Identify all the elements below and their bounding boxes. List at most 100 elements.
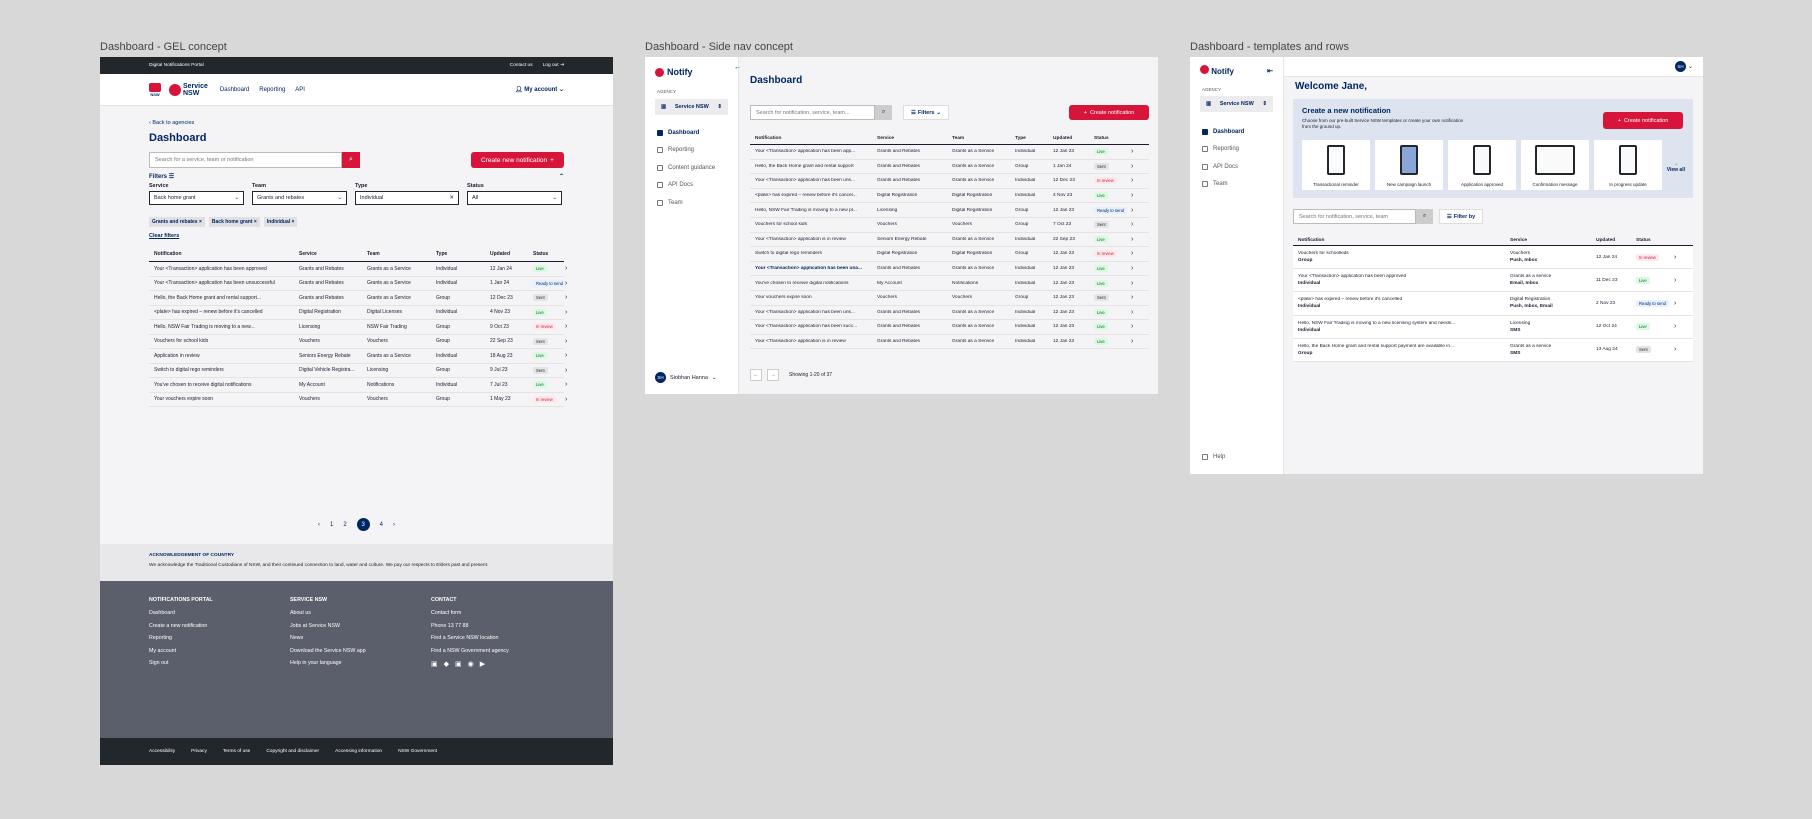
footer-link[interactable]: Jobs at Service NSW xyxy=(290,622,341,629)
chevron-right-icon[interactable]: › xyxy=(1674,346,1677,354)
col-status[interactable]: Status xyxy=(533,250,549,257)
nav-api[interactable]: API xyxy=(295,86,305,93)
collapse-sidebar-icon[interactable]: ← xyxy=(734,64,741,71)
team-filter-select[interactable]: Grants and rebates ⌄ xyxy=(252,191,347,205)
footer-link[interactable]: Help in your language xyxy=(290,660,342,666)
chevron-right-icon[interactable]: › xyxy=(1131,206,1134,214)
search-button[interactable]: ⌕ xyxy=(875,105,892,120)
table-row[interactable]: <plate> has expired – renew before it's … xyxy=(750,189,1149,204)
col-notification[interactable]: Notification xyxy=(1298,237,1325,243)
chevron-right-icon[interactable]: › xyxy=(1131,250,1134,258)
legal-link[interactable]: Copyright and disclaimer xyxy=(266,749,320,754)
back-link[interactable]: ‹ Back to agencies xyxy=(149,120,195,126)
footer-link[interactable]: Contact form xyxy=(431,610,462,616)
chevron-right-icon[interactable]: › xyxy=(1131,162,1134,170)
chevron-right-icon[interactable]: › xyxy=(565,395,568,403)
footer-link[interactable]: About us xyxy=(290,610,311,616)
table-row[interactable]: Your <Transaction> application has been … xyxy=(750,262,1149,277)
footer-link[interactable]: News xyxy=(290,635,304,641)
table-row[interactable]: Your <Transaction> application has been … xyxy=(1293,269,1693,293)
footer-link[interactable]: Sign out xyxy=(149,660,169,666)
nav-reporting[interactable]: Reporting xyxy=(259,86,286,93)
legal-link[interactable]: NSW Government xyxy=(398,749,437,754)
search-input[interactable]: Search for notification, service, team..… xyxy=(750,105,875,120)
next-page-icon[interactable]: → xyxy=(767,369,779,381)
page-3-current[interactable]: 3 xyxy=(356,518,370,531)
twitter-icon[interactable]: ◆ xyxy=(443,661,450,668)
table-row[interactable]: Hello, NSW Fair Trading is moving to a n… xyxy=(149,320,567,335)
clear-filters-link[interactable]: Clear filters xyxy=(149,233,180,239)
col-status[interactable]: Status xyxy=(1094,135,1109,141)
view-all-link[interactable]: → View all xyxy=(1666,161,1685,173)
col-type[interactable]: Type xyxy=(436,250,448,257)
filter-chip[interactable]: Grants and rebates × xyxy=(149,217,205,227)
table-row[interactable]: Your vouchers expire soon Vouchers Voucher… xyxy=(750,291,1149,306)
table-row[interactable]: You've chosen to receive digital notific… xyxy=(149,378,567,393)
agency-select[interactable]: ▥ Service NSW ⇕ xyxy=(1200,96,1273,112)
sidebar-item-reporting[interactable]: Reporting xyxy=(645,142,738,160)
page-1[interactable]: 1 xyxy=(329,521,334,528)
table-row[interactable]: <plate> has expired – renew before it's … xyxy=(1293,292,1693,316)
youtube-icon[interactable]: ▶ xyxy=(479,661,486,668)
footer-link[interactable]: Download the Service NSW app xyxy=(290,647,366,654)
status-filter-select[interactable]: All ⌄ xyxy=(467,191,562,205)
clear-icon[interactable]: ✕ xyxy=(449,195,454,201)
contact-link[interactable]: Contact us xyxy=(509,63,533,68)
page-4[interactable]: 4 xyxy=(379,521,384,528)
col-type[interactable]: Type xyxy=(1015,135,1026,141)
footer-link[interactable]: Find a NSW Government agency xyxy=(431,647,509,654)
col-status[interactable]: Status xyxy=(1636,237,1651,243)
table-row[interactable]: Your <Transaction> application has been … xyxy=(149,262,567,277)
legal-link[interactable]: Accessing information xyxy=(335,749,383,754)
chevron-right-icon[interactable]: › xyxy=(565,308,568,316)
template-card[interactable]: New campaign launch xyxy=(1375,140,1443,190)
chevron-right-icon[interactable]: › xyxy=(565,352,568,360)
chevron-right-icon[interactable]: › xyxy=(1131,279,1134,287)
chevron-right-icon[interactable]: › xyxy=(565,366,568,374)
col-updated[interactable]: Updated xyxy=(1596,237,1616,243)
footer-link[interactable]: Create a new notification xyxy=(149,622,208,629)
filter-by-button[interactable]: ☰ Filter by xyxy=(1439,209,1483,224)
chevron-right-icon[interactable]: › xyxy=(1131,192,1134,200)
table-row[interactable]: <plate> has expired – renew before it's … xyxy=(149,306,567,320)
search-button[interactable]: ⌕ xyxy=(1416,209,1433,224)
sidebar-item-team[interactable]: Team xyxy=(645,194,738,212)
col-team[interactable]: Team xyxy=(367,250,380,257)
template-card[interactable]: In progress update xyxy=(1594,140,1662,190)
page-2[interactable]: 2 xyxy=(343,521,347,528)
footer-link[interactable]: Dashboard xyxy=(149,610,175,616)
help-link[interactable]: Help xyxy=(1190,449,1225,467)
col-notification[interactable]: Notification xyxy=(154,250,182,257)
sidebar-item-dashboard[interactable]: Dashboard xyxy=(1190,123,1283,141)
service-filter-select[interactable]: Back home grant ⌄ xyxy=(149,191,244,205)
next-page-icon[interactable]: › xyxy=(393,521,396,528)
chevron-right-icon[interactable]: › xyxy=(1131,221,1134,229)
table-row[interactable]: Vouchers for school kids Vouchers Vouchers… xyxy=(750,218,1149,233)
user-menu[interactable]: SH Siobhan Hanna ⌄ xyxy=(655,372,717,383)
filter-chip[interactable]: Individual × xyxy=(263,217,298,227)
sidebar-item-reporting[interactable]: Reporting xyxy=(1190,141,1283,159)
chevron-right-icon[interactable]: › xyxy=(1131,338,1134,346)
col-service[interactable]: Service xyxy=(1510,237,1528,243)
logout-link[interactable]: Log out ⇥ xyxy=(542,63,564,68)
user-menu[interactable]: SH ⌄ xyxy=(1674,61,1693,72)
sidebar-item-api-docs[interactable]: API Docs xyxy=(645,177,738,195)
chevron-right-icon[interactable]: › xyxy=(1674,276,1677,284)
agency-select[interactable]: ▥ Service NSW ⇕ xyxy=(655,99,728,115)
table-row[interactable]: Your <Transaction> application has been … xyxy=(149,277,567,291)
legal-link[interactable]: Privacy xyxy=(191,749,207,754)
chevron-right-icon[interactable]: › xyxy=(1131,235,1134,243)
chevron-right-icon[interactable]: › xyxy=(1131,294,1134,302)
table-row[interactable]: Hello, NSW Fair Trading is moving to a n… xyxy=(750,203,1149,218)
facebook-icon[interactable]: ▣ xyxy=(431,661,438,668)
table-row[interactable]: Your vouchers expire soon Vouchers Voucher… xyxy=(149,393,567,407)
chevron-right-icon[interactable]: › xyxy=(565,381,568,389)
table-row[interactable]: Switch to digital rego reminders Digital … xyxy=(149,364,567,378)
footer-link[interactable]: My account xyxy=(149,647,177,654)
sidebar-item-api-docs[interactable]: API Docs xyxy=(1190,158,1283,176)
table-row[interactable]: You've chosen to receive digital notific… xyxy=(750,276,1149,291)
table-row[interactable]: Your <Transaction> application has been … xyxy=(750,306,1149,321)
footer-link[interactable]: Reporting xyxy=(149,635,172,641)
type-filter-input[interactable]: Individual ✕ xyxy=(355,191,459,205)
sidebar-item-team[interactable]: Team xyxy=(1190,176,1283,194)
